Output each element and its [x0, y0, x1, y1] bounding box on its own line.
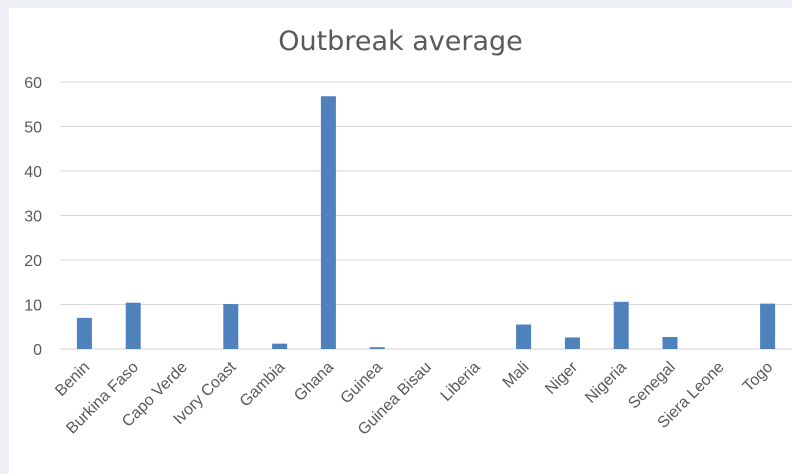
bar-benin — [76, 317, 92, 349]
bar-ivory-coast — [223, 304, 239, 349]
x-tick-label: Togo — [740, 359, 777, 396]
gridlines — [60, 81, 792, 350]
y-tick-label: 10 — [24, 298, 42, 315]
bar-nigeria — [613, 301, 629, 349]
chart-title: Outbreak average — [278, 26, 523, 57]
bar-ghana — [320, 96, 336, 350]
y-tick-label: 50 — [24, 120, 42, 137]
bar-burkina-faso — [125, 302, 141, 349]
bar-gambia — [272, 343, 288, 349]
bar-mali — [516, 324, 532, 349]
chart-frame: Outbreak average — [9, 8, 792, 474]
x-tick-label: Mali — [500, 359, 533, 392]
bar-guinea — [369, 347, 385, 349]
x-tick-label: Gambia — [237, 359, 289, 411]
bar-niger — [564, 337, 580, 349]
x-tick-label: Benin — [52, 359, 93, 400]
x-tick-label: Nigeria — [582, 359, 630, 407]
bar-togo — [760, 303, 776, 349]
bars — [76, 96, 776, 350]
y-tick-label: 0 — [33, 342, 42, 359]
y-tick-label: 30 — [24, 209, 42, 226]
y-tick-label: 60 — [24, 75, 42, 92]
x-tick-label: Liberia — [438, 359, 484, 405]
x-tick-label: Ghana — [291, 359, 337, 405]
x-tick-label: Guinea — [338, 359, 387, 408]
x-tick-label: Niger — [542, 358, 582, 398]
y-tick-label: 20 — [24, 253, 42, 270]
bar-senegal — [662, 336, 678, 349]
y-axis-ticks: 0 10 20 30 40 50 60 — [24, 75, 42, 359]
y-tick-label: 40 — [24, 164, 42, 181]
